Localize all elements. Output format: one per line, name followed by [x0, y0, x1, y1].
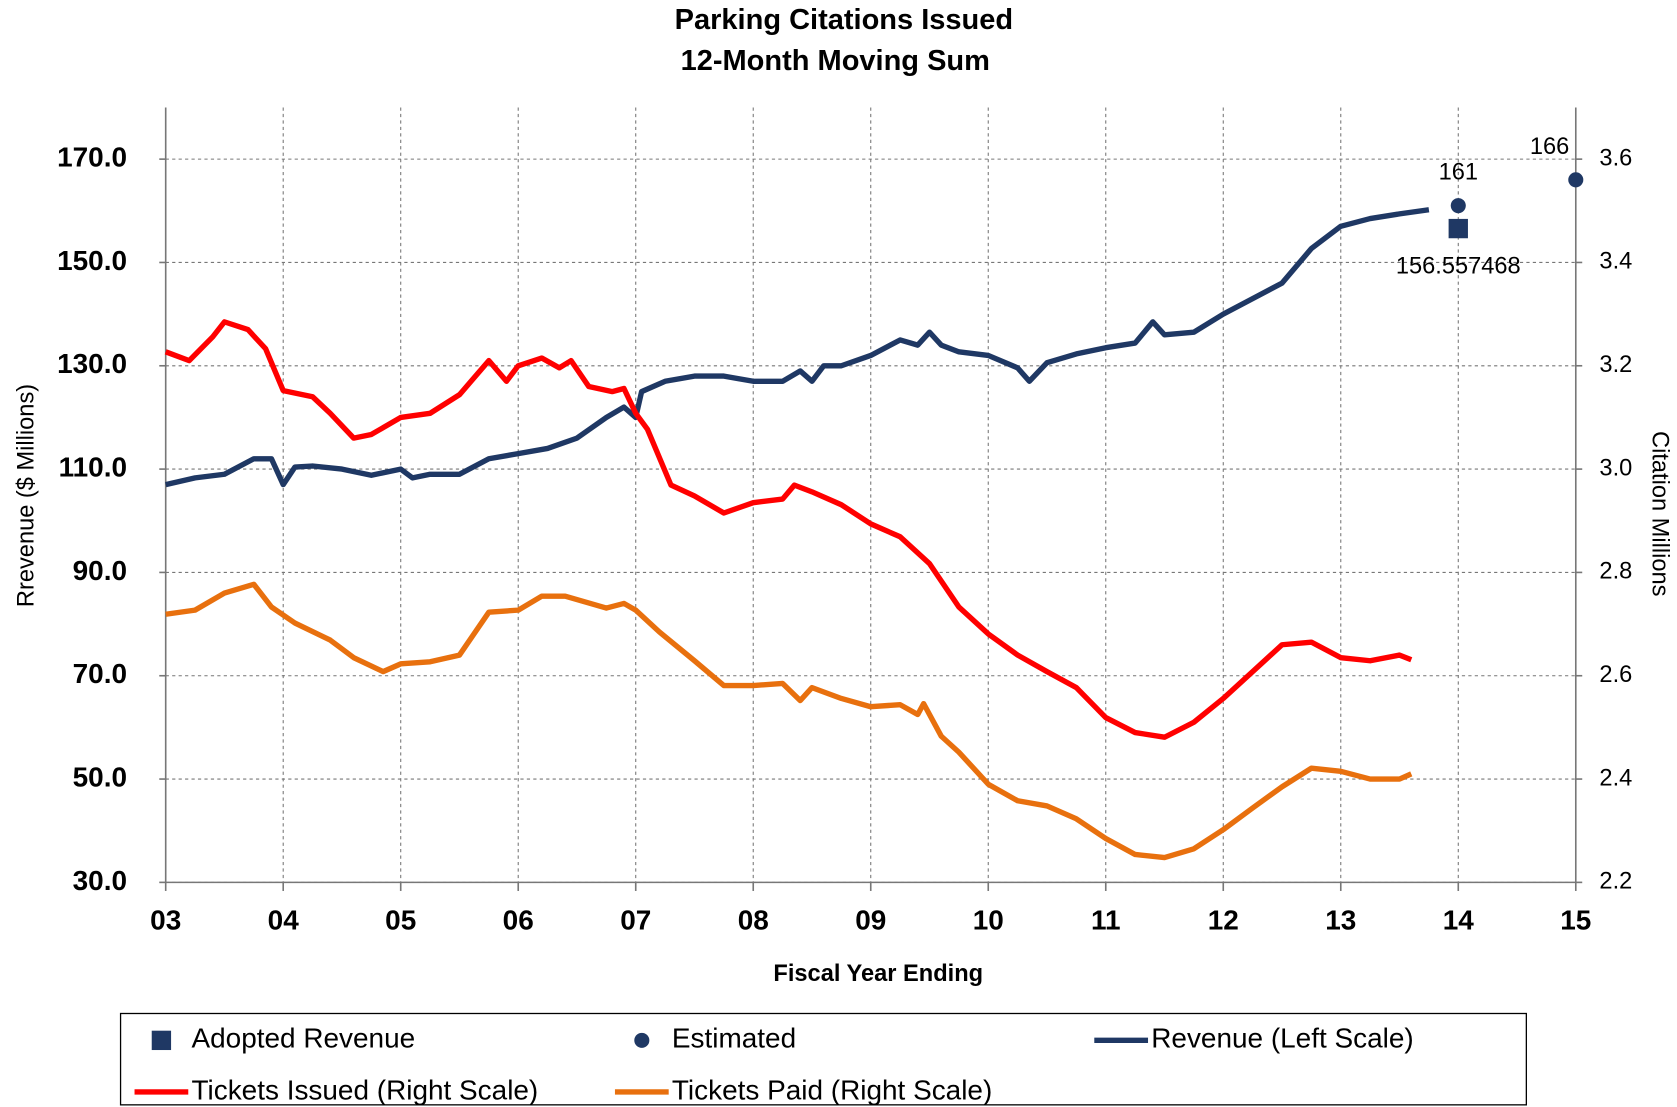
legend-box — [119, 1012, 1527, 1106]
legend-marker — [151, 1030, 172, 1051]
x-tick-label: 03 — [150, 905, 181, 936]
legend-label: Tickets Issued (Right Scale) — [191, 1074, 538, 1105]
data-label: 161 — [1439, 160, 1478, 186]
y-tick-label: 170.0 — [57, 142, 127, 173]
y-tick-label: 70.0 — [73, 658, 127, 689]
x-tick-label: 06 — [503, 905, 534, 936]
y2-tick-label: 2.4 — [1599, 765, 1632, 791]
y-tick-label: 30.0 — [73, 865, 127, 896]
chart-title: Parking Citations Issued — [675, 4, 1013, 36]
x-tick-label: 09 — [855, 905, 886, 936]
x-tick-label: 14 — [1443, 905, 1475, 936]
legend-marker — [634, 1032, 650, 1048]
y-tick-label: 110.0 — [59, 451, 127, 482]
y2-tick-label: 3.0 — [1599, 455, 1632, 481]
marker-circle — [1450, 198, 1466, 214]
y-tick-label: 150.0 — [57, 245, 127, 276]
series-line — [165, 581, 1413, 861]
x-tick-label: 12 — [1208, 905, 1239, 936]
y2-tick-label: 2.8 — [1599, 559, 1632, 585]
data-label: 156.557468 — [1396, 254, 1521, 280]
legend-label: Tickets Paid (Right Scale) — [672, 1074, 992, 1105]
series-line — [165, 207, 1430, 488]
x-tick-label: 11 — [1091, 905, 1121, 936]
y2-axis-label: Citation Millions — [1646, 431, 1672, 596]
y-tick-label: 90.0 — [73, 555, 127, 586]
marker-square — [1448, 218, 1468, 239]
y2-tick-label: 3.6 — [1599, 145, 1632, 171]
x-tick-label: 13 — [1325, 905, 1356, 936]
marker-circle — [1568, 172, 1584, 188]
x-tick-label: 08 — [738, 905, 769, 936]
y2-tick-label: 2.6 — [1599, 662, 1632, 688]
x-tick-label: 04 — [268, 905, 300, 936]
y-tick-label: 130.0 — [57, 348, 127, 379]
x-tick-label: 10 — [973, 905, 1004, 936]
y2-tick-label: 3.2 — [1599, 352, 1632, 378]
x-tick-label: 15 — [1560, 905, 1591, 936]
y2-tick-label: 2.2 — [1599, 869, 1632, 895]
series-line — [164, 319, 1413, 740]
y-axis-label: Rrevenue ($ Millions) — [13, 384, 39, 607]
y-tick-label: 50.0 — [73, 761, 127, 792]
y2-tick-label: 3.4 — [1599, 249, 1632, 275]
x-tick-label: 05 — [385, 905, 416, 936]
x-axis-label: Fiscal Year Ending — [773, 961, 983, 987]
legend-label: Revenue (Left Scale) — [1151, 1023, 1413, 1054]
legend-label: Estimated — [672, 1023, 796, 1054]
data-label: 166 — [1530, 134, 1569, 160]
chart-subtitle: 12-Month Moving Sum — [681, 45, 990, 77]
legend-label: Adopted Revenue — [191, 1023, 415, 1054]
x-tick-label: 07 — [620, 905, 651, 936]
